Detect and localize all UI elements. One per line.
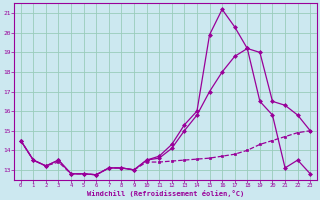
X-axis label: Windchill (Refroidissement éolien,°C): Windchill (Refroidissement éolien,°C) [87,190,244,197]
